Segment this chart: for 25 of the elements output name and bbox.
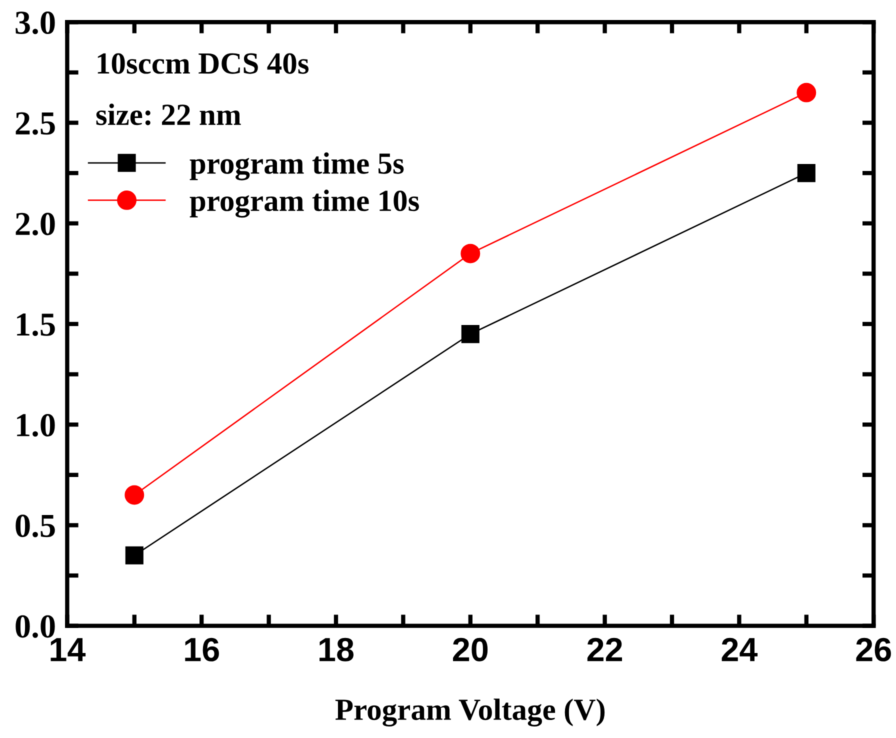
y-tick-label: 2.0	[16, 212, 55, 236]
point	[461, 325, 480, 344]
y-tick-label: 1.5	[17, 314, 55, 336]
x-tick-label: 14	[50, 638, 86, 662]
x-tick-label: 16	[185, 638, 219, 662]
x-tick-label: 26	[856, 638, 891, 662]
legend-label: program time 10s	[190, 190, 419, 218]
y-tick-label: 0.5	[16, 514, 55, 538]
y-tick-label: 0.0	[16, 615, 55, 638]
annotation: size: 22 nm	[96, 104, 241, 126]
point	[124, 485, 144, 505]
annotation: 10sccm DCS 40s	[98, 53, 309, 74]
x-tick-label: 20	[453, 638, 488, 662]
x-tick-label: 22	[587, 638, 622, 662]
point	[125, 546, 144, 564]
point	[460, 244, 480, 264]
y-tick-label: 1.0	[17, 414, 55, 437]
y-tick-label: 2.5	[16, 112, 55, 135]
point	[796, 82, 816, 102]
x-tick-label: 18	[320, 638, 354, 662]
legend-label: program time 5s	[190, 152, 404, 180]
x-tick-label: 24	[722, 638, 758, 662]
point	[797, 164, 816, 182]
x-axis-title: Program Voltage (V)	[335, 698, 605, 727]
y-tick-label: 3.0	[16, 12, 55, 34]
